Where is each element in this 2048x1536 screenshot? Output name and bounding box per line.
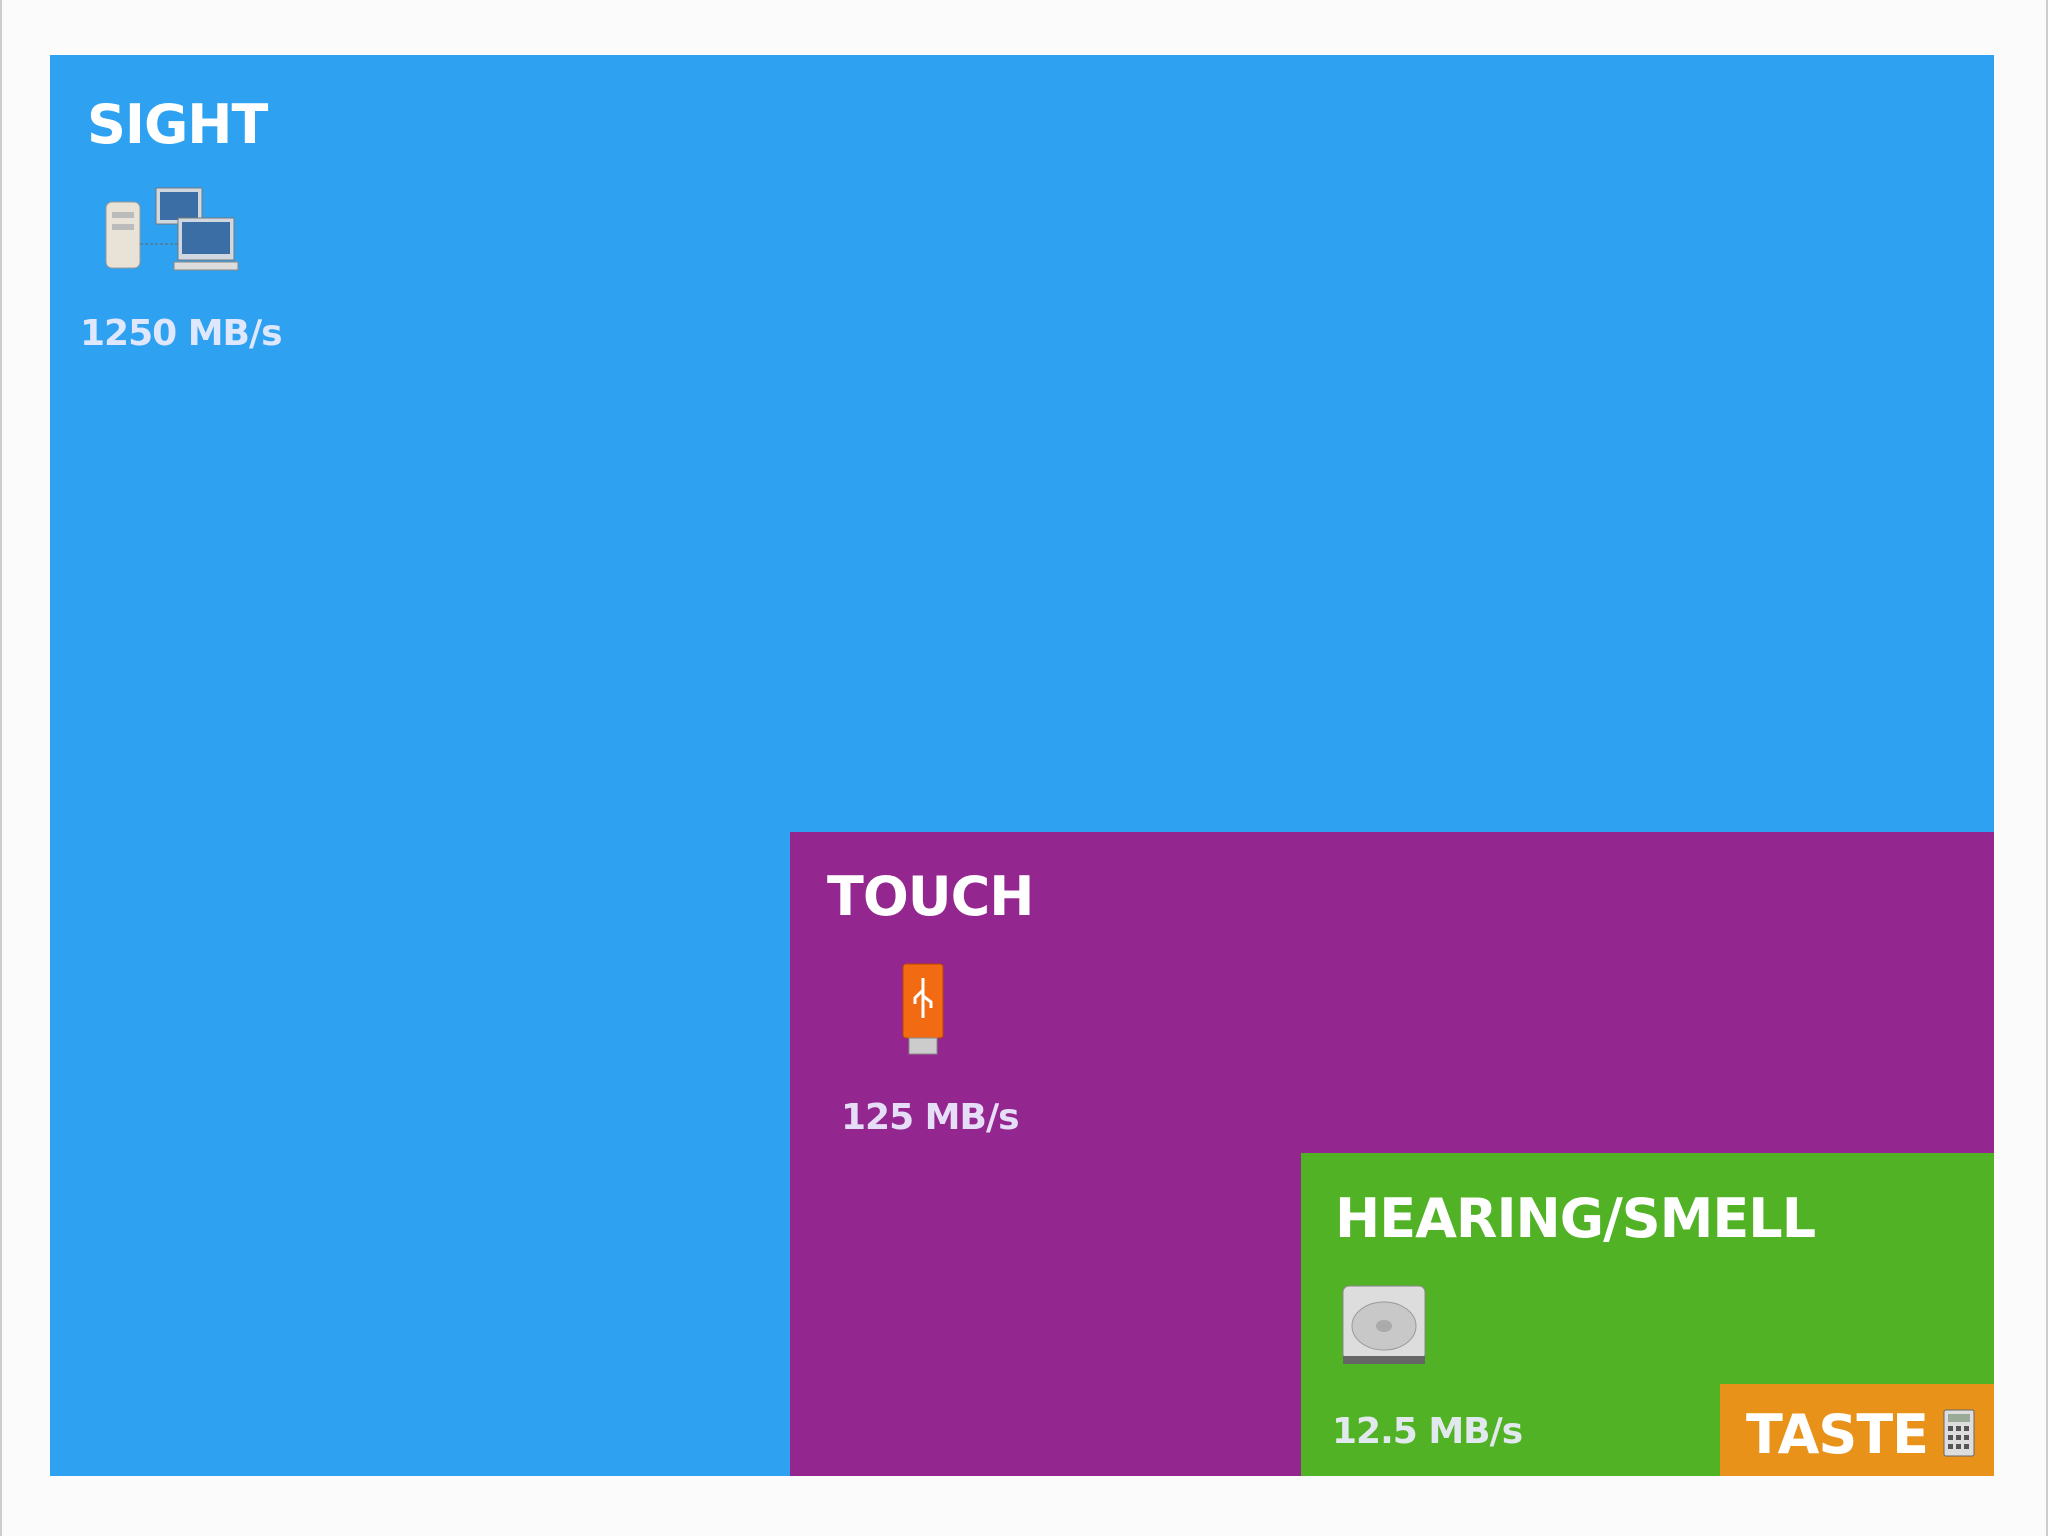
panel-label: SIGHT	[87, 93, 268, 156]
panel-rate: 1250 MB/s	[80, 313, 283, 354]
calculator-icon	[1943, 1409, 1975, 1457]
page-border	[0, 0, 2, 1536]
panel-rate: 125 MB/s	[841, 1097, 1020, 1138]
panel-label: HEARING/SMELL	[1335, 1187, 1816, 1250]
panel-rate: 12.5 MB/s	[1332, 1411, 1523, 1452]
disk-icon	[1342, 1285, 1426, 1364]
panel-label: TOUCH	[827, 865, 1034, 928]
panel-label: TASTE	[1746, 1403, 1929, 1466]
page-border	[2046, 0, 2048, 1536]
network-icon	[105, 187, 239, 271]
usb-icon	[902, 963, 944, 1055]
